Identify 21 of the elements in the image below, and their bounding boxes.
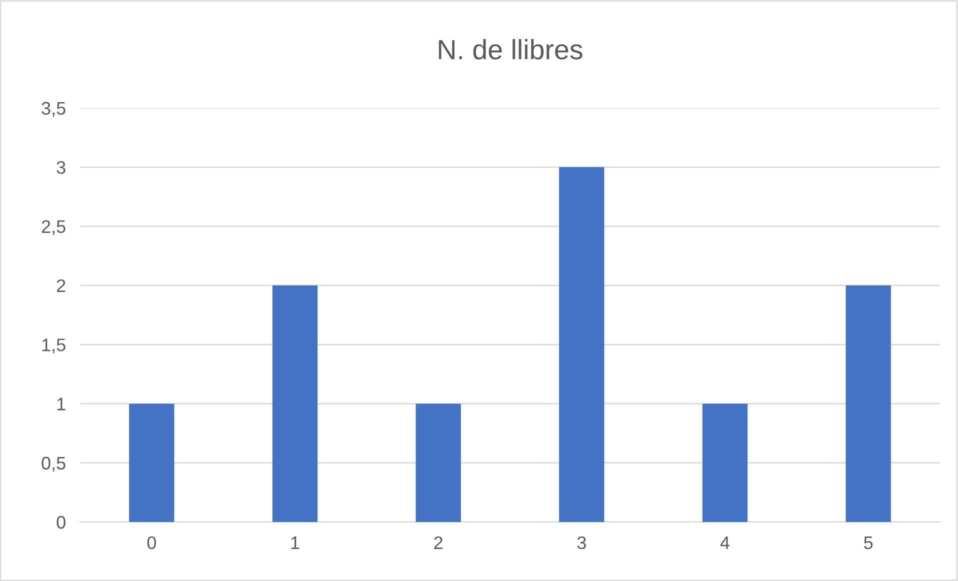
- bar: [272, 285, 318, 522]
- bar: [416, 404, 461, 522]
- bar: [702, 404, 748, 522]
- y-tick-label: 1,5: [42, 338, 66, 354]
- x-tick-label: 1: [291, 536, 300, 549]
- x-tick-label: 2: [434, 536, 442, 549]
- chart-title: N. de llibres: [438, 39, 582, 60]
- x-tick-label: 0: [147, 536, 156, 550]
- y-tick-label: 2,5: [42, 220, 66, 236]
- x-tick-label: 4: [720, 536, 730, 549]
- y-tick-label: 2: [56, 279, 66, 292]
- x-tick-label: 3: [577, 536, 586, 550]
- y-tick-label: 3,5: [42, 102, 66, 117]
- y-tick-label: 3: [56, 161, 66, 174]
- y-tick-label: 0: [56, 516, 66, 529]
- x-tick-label: 5: [864, 536, 873, 550]
- bar: [129, 404, 174, 522]
- bar: [846, 285, 891, 522]
- y-tick-label: 1: [57, 398, 66, 410]
- bar: [559, 167, 604, 522]
- y-tick-label: 0,5: [42, 456, 66, 472]
